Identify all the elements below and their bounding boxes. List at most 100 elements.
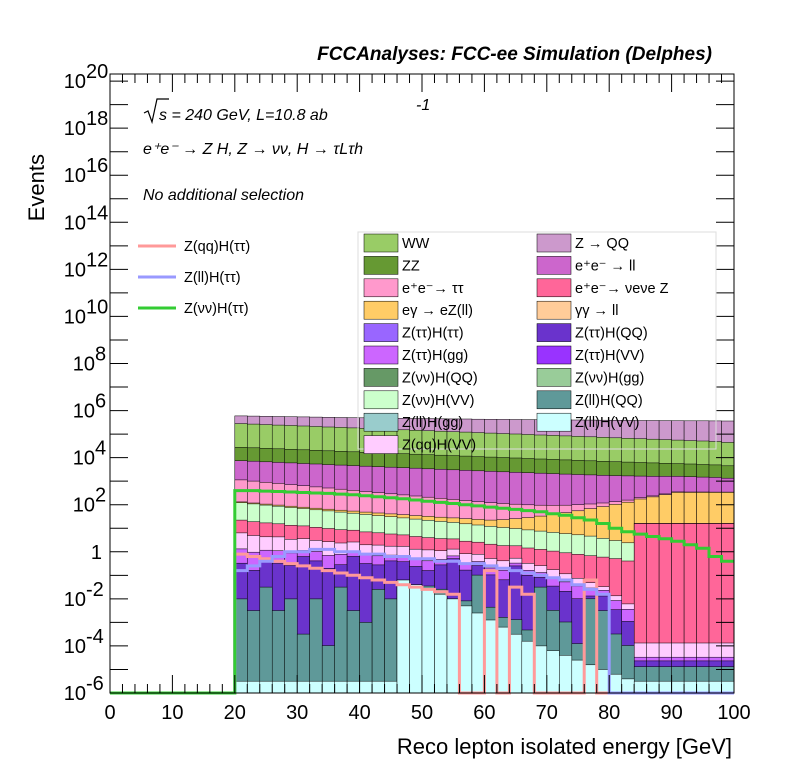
stack-bar-zllhvv-26 — [559, 655, 573, 694]
legend-swatch — [363, 233, 399, 253]
stack-bar-zllhvv-22 — [509, 633, 523, 694]
legend-label: Z(qq)H(ττ) — [184, 239, 250, 255]
stack-bar-zllhvv-31 — [621, 678, 635, 694]
legend-label: Z(ll)H(VV) — [575, 415, 639, 431]
y-tick-exponent: 2 — [95, 485, 106, 507]
stack-bar-zllhvv-37 — [696, 680, 710, 694]
stack-bar-zllhqq-12 — [384, 598, 398, 694]
legend-swatch — [363, 390, 399, 410]
stack-bar-zllhvv-28 — [583, 664, 597, 694]
y-tick-exponent: -6 — [86, 673, 104, 695]
y-tick-exponent: 18 — [86, 108, 108, 130]
legend-swatch — [363, 368, 399, 387]
stack-bar-zllhvv-21 — [496, 626, 510, 694]
stack-bar-zllhvv-10 — [359, 680, 373, 694]
legend-label: Z(ττ)H(gg) — [402, 348, 468, 364]
x-tick-label: 0 — [104, 702, 115, 724]
stack-bar-zllhvv-34 — [658, 680, 672, 694]
stack-bar-zllhvv-14 — [409, 584, 423, 694]
stack-bar-zllhvv-32 — [633, 680, 647, 694]
stack-bar-zllhvv-4 — [284, 680, 298, 694]
x-tick-label: 50 — [411, 702, 433, 724]
legend-box — [357, 231, 717, 450]
legend-swatch — [363, 323, 399, 342]
stack-bar-zllhqq-4 — [284, 598, 298, 694]
stack-bar-zllhvv-15 — [421, 589, 435, 694]
stack-bar-zllhvv-33 — [646, 680, 660, 694]
legend-label: Z(ττ)H(QQ) — [575, 326, 648, 342]
legend-swatch — [363, 412, 399, 432]
legend-label: e⁺e⁻→ ττ — [402, 281, 464, 297]
legend-swatch — [363, 256, 399, 275]
sqrt-symbol — [143, 98, 169, 125]
stack-bar-zllhvv-13 — [396, 579, 410, 694]
stack-bars — [234, 415, 735, 694]
stack-bar-zllhvv-25 — [546, 650, 560, 694]
stack-bar-zllhvv-36 — [683, 680, 697, 694]
y-tick-label: 10 — [73, 401, 95, 423]
y-tick-exponent: 12 — [86, 249, 108, 271]
stack-bar-zllhvv-38 — [708, 680, 722, 694]
legend-label: WW — [402, 236, 430, 252]
y-tick-exponent: 14 — [86, 202, 108, 224]
y-tick-label: 10 — [64, 636, 86, 658]
x-tick-label: 80 — [598, 702, 620, 724]
y-tick-exponent: -2 — [86, 579, 104, 601]
stack-bar-zllhqq-2 — [259, 586, 273, 694]
sqrt-s-text: s = 240 GeV, L=10.8 ab — [159, 107, 328, 124]
legend-label: e⁺e⁻→ νeνe Z — [575, 281, 669, 297]
legend-swatch — [536, 256, 572, 275]
stack-bar-zllhvv-17 — [446, 598, 460, 694]
legend-swatch — [536, 390, 572, 410]
stack-bar-zllhvv-7 — [321, 680, 335, 694]
stack-bar-zllhvv-16 — [434, 593, 448, 694]
sqrt-s-annotation: s = 240 GeV, L=10.8 ab -1 — [143, 97, 430, 125]
y-tick-exponent: 6 — [95, 391, 106, 413]
legend-swatch — [536, 412, 572, 432]
stack-bar-zllhvv-29 — [596, 669, 610, 694]
legend-label: eγ → eZ(ll) — [402, 303, 473, 319]
process-annotation: e⁺e⁻ → Z H, Z → νν, H → τLτh — [143, 141, 363, 158]
legend-swatch — [363, 300, 399, 320]
legend-label: Z(νν)H(VV) — [402, 393, 475, 409]
legend-label: Z(ττ)H(VV) — [575, 348, 644, 364]
stack-bar-zllhqq-11 — [371, 589, 385, 694]
legend-label: Z(ll)H(ττ) — [184, 270, 241, 286]
x-tick-label: 40 — [348, 702, 370, 724]
x-tick-label: 10 — [161, 702, 183, 724]
y-tick-exponent: 8 — [95, 344, 106, 366]
y-tick-label: 1 — [91, 542, 102, 564]
stack-bar-zllhqq-8 — [334, 586, 348, 694]
stack-bar-zllhvv-11 — [371, 680, 385, 694]
y-tick-exponent: 20 — [86, 61, 108, 83]
x-axis-label: Reco lepton isolated energy [GeV] — [397, 734, 732, 759]
x-tick-label: 60 — [473, 702, 495, 724]
legend-swatch — [536, 300, 572, 320]
legend-label: e⁺e⁻ → ll — [575, 258, 635, 274]
stack-bar-zllhvv-9 — [346, 680, 360, 694]
y-tick-label: 10 — [64, 165, 86, 187]
legend-swatch — [536, 278, 572, 298]
stack-bar-zllhvv-0 — [234, 680, 248, 694]
stack-bar-zllhvv-23 — [521, 640, 535, 694]
legend-swatch — [363, 435, 399, 454]
stack-bar-zllhvv-24 — [534, 645, 548, 694]
stack-bar-zllhvv-35 — [671, 680, 685, 694]
y-tick-label: 10 — [73, 354, 95, 376]
x-tick-label: 20 — [224, 702, 246, 724]
y-tick-exponent: 4 — [95, 438, 106, 460]
y-tick-label: 10 — [64, 306, 86, 328]
y-tick-exponent: -4 — [86, 626, 104, 648]
lumi-exponent: -1 — [416, 97, 430, 114]
legend-label: Z(ll)H(QQ) — [575, 393, 643, 409]
stack-bar-zllhvv-19 — [471, 612, 485, 694]
stack-bar-zllhvv-3 — [271, 680, 285, 694]
stack-bar-zllhvv-27 — [571, 659, 585, 694]
stack-bar-zllhvv-18 — [459, 605, 473, 694]
signal-line-zllh — [110, 547, 734, 695]
y-tick-label: 10 — [64, 212, 86, 234]
x-tick-label: 90 — [660, 702, 682, 724]
legend-label: Z → QQ — [575, 236, 629, 252]
signal-line-zh — [110, 489, 734, 695]
